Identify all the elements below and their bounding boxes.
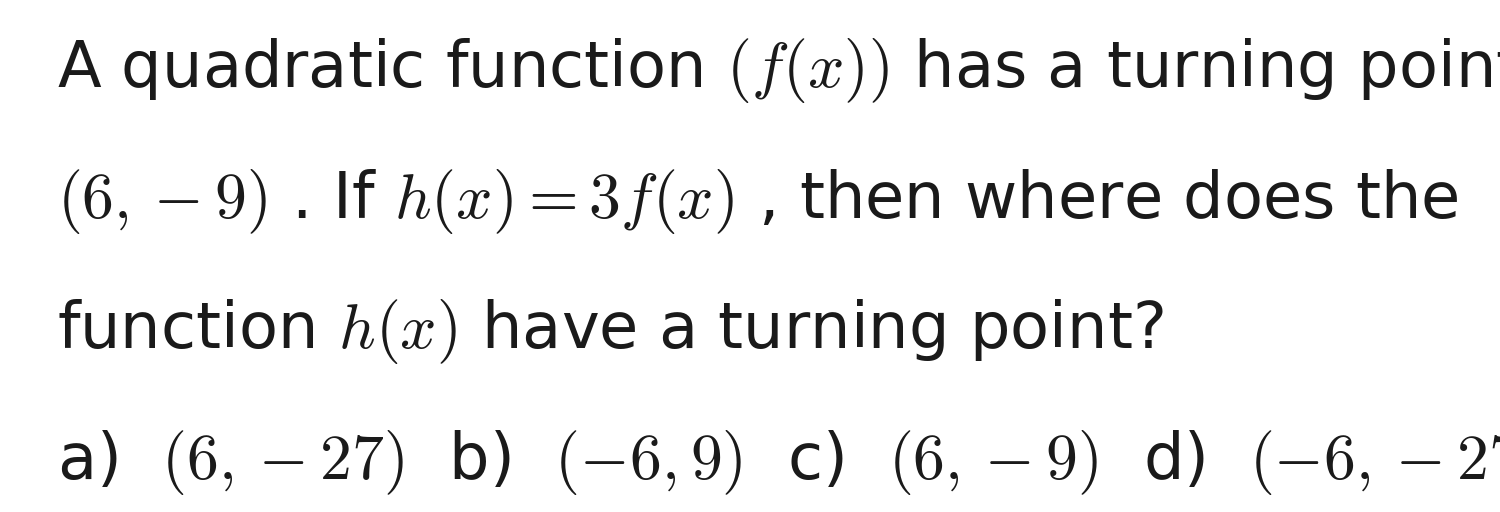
Text: function $h(x)$ have a turning point?: function $h(x)$ have a turning point? (57, 297, 1164, 366)
Text: A quadratic function $(f(x))$ has a turning point at: A quadratic function $(f(x))$ has a turn… (57, 36, 1500, 105)
Text: a)  $(6,-27)$  b)  $(-6,9)$  c)  $(6,-9)$  d)  $(-6,-27)$: a) $(6,-27)$ b) $(-6,9)$ c) $(6,-9)$ d) … (57, 428, 1500, 497)
Text: $(6,-9)$ . If $h(x)=3f(x)$ , then where does the: $(6,-9)$ . If $h(x)=3f(x)$ , then where … (57, 166, 1458, 236)
